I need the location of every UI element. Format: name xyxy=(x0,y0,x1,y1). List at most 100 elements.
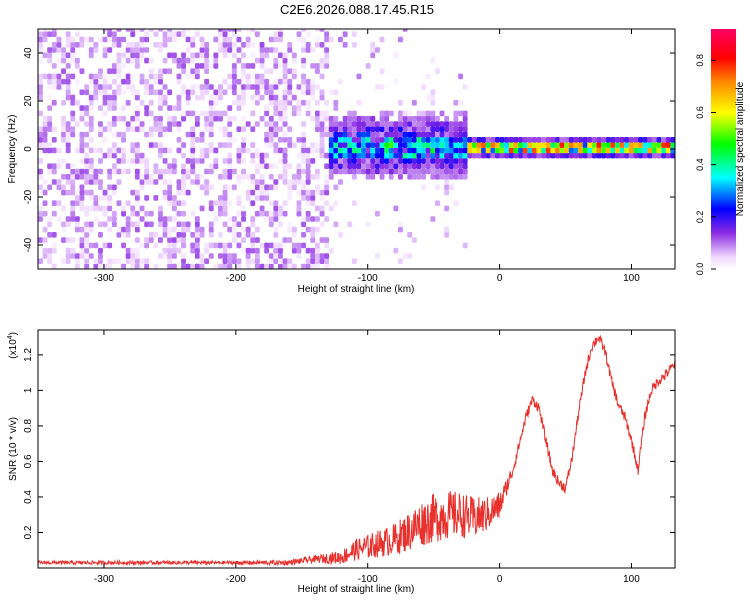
spectrogram-cell xyxy=(536,152,542,159)
spectrogram-cell xyxy=(245,78,251,85)
spectrogram-cell xyxy=(670,142,675,148)
spectrogram-cell xyxy=(227,168,233,175)
spectrogram-cell xyxy=(324,258,330,264)
spectrogram-cell xyxy=(287,137,293,143)
spectrogram-cell xyxy=(134,158,140,164)
snr-x-label: Height of straight line (km) xyxy=(298,584,415,595)
spectrogram-cell xyxy=(435,115,440,122)
spectrogram-cell xyxy=(190,242,196,249)
spectrogram-cell xyxy=(448,126,454,132)
spectrogram-cell xyxy=(305,200,311,206)
spectrogram-cell xyxy=(411,121,417,127)
spectrogram-cell xyxy=(236,258,242,264)
spectrogram-cell xyxy=(370,163,376,169)
spectrogram-cell xyxy=(222,210,228,217)
spectrogram-cell xyxy=(51,137,57,143)
spectrogram-cell xyxy=(153,89,159,96)
spectrogram-cell xyxy=(407,137,413,143)
spectrogram-cell xyxy=(79,205,85,212)
spectrogram-cell xyxy=(559,142,565,148)
spectrogram-cell xyxy=(435,174,440,180)
spectrogram-cell xyxy=(338,179,343,185)
spectrogram-cell xyxy=(218,115,223,122)
spectrogram-cell xyxy=(375,137,380,143)
spectrogram-cell xyxy=(98,168,103,175)
spectrogram-cell xyxy=(181,63,186,69)
spectrogram-cell xyxy=(305,110,311,117)
spectrogram-cell xyxy=(356,168,362,175)
spectrogram-cell xyxy=(361,168,366,175)
spectrogram-cell xyxy=(319,89,325,96)
spectrogram-cell xyxy=(218,195,223,201)
spectrogram-cell xyxy=(190,142,196,148)
spectrogram-cell xyxy=(559,152,565,159)
spectrogram-cell xyxy=(370,115,376,122)
spectrogram-cell xyxy=(402,253,408,259)
spectrogram-cell xyxy=(444,184,450,191)
spectrogram-cell xyxy=(601,137,606,143)
spectrogram-cell xyxy=(134,115,140,122)
spectrogram-cell xyxy=(647,147,653,154)
spectrogram-cell xyxy=(430,115,436,122)
spectrogram-cell xyxy=(102,137,108,143)
spectrogram-cell xyxy=(51,84,57,90)
spectrogram-cell xyxy=(402,142,408,148)
spectrogram-cell xyxy=(47,232,53,238)
spectrogram-y-tick-label: 40 xyxy=(23,47,34,59)
spectrogram-cell xyxy=(273,57,279,64)
spectrogram-cell xyxy=(273,232,279,238)
spectrogram-cell xyxy=(296,163,302,169)
spectrogram-cell xyxy=(444,126,450,132)
spectrogram-cell xyxy=(38,89,43,96)
spectrogram-cell xyxy=(204,78,210,85)
spectrogram-cell xyxy=(93,147,99,154)
spectrogram-cell xyxy=(439,158,445,164)
spectrogram-cell xyxy=(98,126,103,132)
spectrogram-cell xyxy=(388,163,394,169)
spectrogram-cell xyxy=(351,200,357,206)
spectrogram-cell xyxy=(393,131,399,138)
spectrogram-cell xyxy=(254,94,260,101)
spectrogram-cell xyxy=(656,147,662,154)
spectrogram-cell xyxy=(176,94,182,101)
spectrogram-cell xyxy=(356,152,362,159)
spectrogram-cell xyxy=(61,237,66,243)
spectrogram-cell xyxy=(65,258,71,264)
spectrogram-cell xyxy=(416,131,422,138)
spectrogram-cell xyxy=(121,210,126,217)
spectrogram-cell xyxy=(162,94,168,101)
spectrogram-cell xyxy=(490,137,496,143)
spectrogram-cell xyxy=(338,126,343,132)
spectrogram-cell xyxy=(65,163,71,169)
spectrogram-cell xyxy=(125,200,131,206)
spectrogram-cell xyxy=(121,137,126,143)
spectrogram-cell xyxy=(176,78,182,85)
spectrogram-cell xyxy=(462,152,468,159)
spectrogram-cell xyxy=(158,168,163,175)
spectrogram-cell xyxy=(485,147,491,154)
spectrogram-cell xyxy=(610,142,616,148)
spectrogram-cell xyxy=(102,242,108,249)
spectrogram-cell xyxy=(379,36,385,43)
spectrogram-cell xyxy=(70,210,76,217)
spectrogram-cell xyxy=(305,179,311,185)
spectrogram-cell xyxy=(305,105,311,111)
spectrogram-cell xyxy=(227,216,233,222)
colorbar-tick-label: 0.4 xyxy=(695,158,705,171)
spectrogram-cell xyxy=(171,200,177,206)
spectrogram-cell xyxy=(462,110,468,117)
spectrogram-cell xyxy=(430,110,436,117)
spectrogram-cell xyxy=(139,174,145,180)
spectrogram-cell xyxy=(65,179,71,185)
spectrogram-cell xyxy=(144,105,150,111)
spectrogram-cell xyxy=(568,147,574,154)
spectrogram-cell xyxy=(435,163,440,169)
spectrogram-cell xyxy=(121,78,126,85)
spectrogram-cell xyxy=(430,57,436,64)
spectrogram-cell xyxy=(398,131,403,138)
spectrogram-cell xyxy=(305,195,311,201)
spectrogram-cell xyxy=(84,247,90,254)
spectrogram-cell xyxy=(278,63,283,69)
spectrogram-cell xyxy=(70,100,76,106)
spectrogram-cell xyxy=(107,100,113,106)
